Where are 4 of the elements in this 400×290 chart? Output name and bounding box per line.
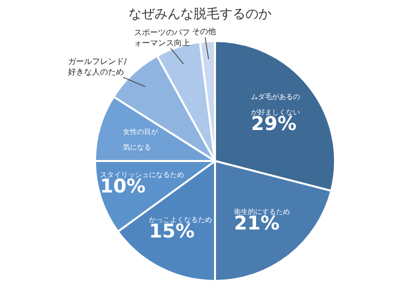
slice-label: スポーツのパフォーマンス向上 bbox=[134, 28, 190, 48]
chart-title: なぜみんな脱毛するのか bbox=[128, 6, 272, 22]
slice-label: ガールフレンド/好きな人のため bbox=[68, 57, 127, 76]
slice-label: その他 bbox=[192, 27, 216, 36]
